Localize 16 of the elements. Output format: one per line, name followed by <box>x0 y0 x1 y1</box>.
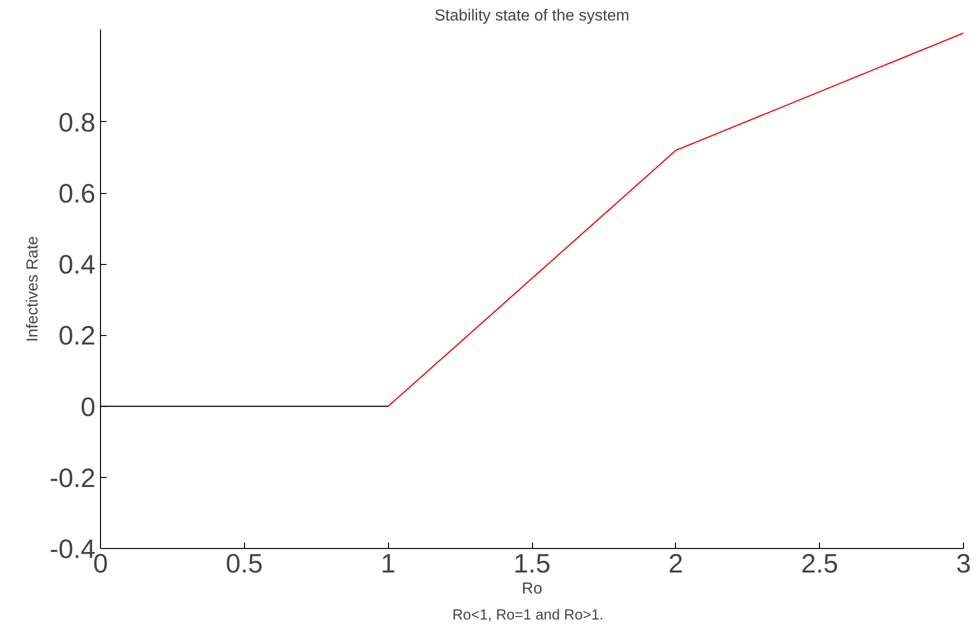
x-axis-title: Ro <box>522 580 542 598</box>
y-tick-label: 0.8 <box>58 107 96 138</box>
y-tick-label: 0.4 <box>58 250 96 280</box>
x-tick-label: 2.5 <box>801 548 838 578</box>
x-tick-label: 2 <box>668 548 684 578</box>
y-axis-title: Infectives Rate <box>24 236 42 342</box>
y-tick-label: 0.2 <box>58 320 96 351</box>
x-tick-label: 1.5 <box>513 548 551 578</box>
x-tick-label: 0.5 <box>226 548 263 578</box>
y-tick-label: 0 <box>80 392 96 422</box>
y-tick-label: 0.6 <box>58 178 96 209</box>
text: Ro<1, Ro=1 and Ro>1. <box>452 608 604 624</box>
x-tick-label: 1 <box>380 548 396 578</box>
x-tick-label: 3 <box>956 548 971 578</box>
chart-title: Stability state of the system <box>434 8 630 24</box>
y-tick-label: -0.2 <box>50 462 96 493</box>
